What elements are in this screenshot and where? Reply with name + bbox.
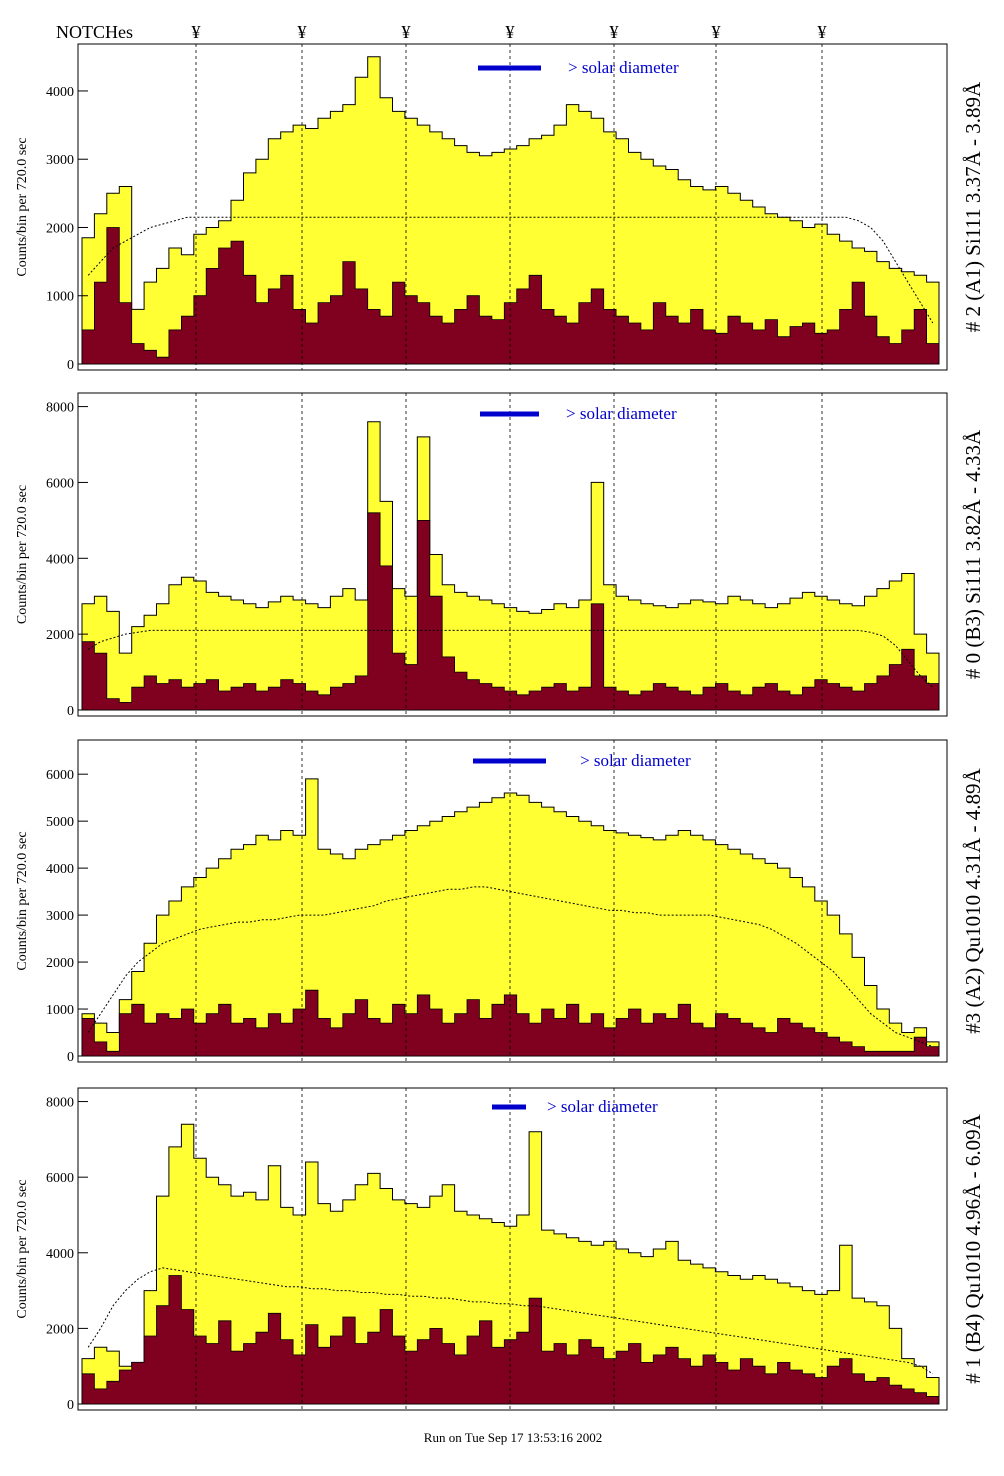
total-histogram xyxy=(81,421,940,711)
notch-symbol-7: ¥ xyxy=(818,22,827,42)
ytick-label: 8000 xyxy=(46,401,74,416)
y-axis-label: Counts/bin per 720.0 sec xyxy=(15,1179,30,1318)
y-axis-label: Counts/bin per 720.0 sec xyxy=(15,485,30,624)
ytick-label: 1000 xyxy=(46,1003,74,1018)
component-histogram xyxy=(81,1275,940,1405)
notch-symbol-3: ¥ xyxy=(402,22,411,42)
notch-symbols: ¥ ¥ ¥ ¥ ¥ ¥ ¥ xyxy=(192,22,827,42)
notch-symbol-6: ¥ xyxy=(712,22,721,42)
solar-diameter-label: > solar diameter xyxy=(568,58,679,77)
ytick-label: 2000 xyxy=(46,628,74,643)
ytick-label: 4000 xyxy=(46,1247,74,1262)
ytick-label: 6000 xyxy=(46,476,74,491)
ytick-label: 6000 xyxy=(46,1171,74,1186)
solar-diameter-label: > solar diameter xyxy=(547,1097,658,1116)
component-histogram xyxy=(81,989,940,1057)
model-curve xyxy=(87,216,934,324)
model-curve xyxy=(87,629,934,688)
ytick-label: 2000 xyxy=(46,221,74,236)
detector-label: # 2 (A1) Si111 3.37Å - 3.89Å xyxy=(961,81,985,332)
ytick-label: 2000 xyxy=(46,1322,74,1337)
total-histogram xyxy=(81,778,940,1057)
ytick-label: 3000 xyxy=(46,153,74,168)
detector-label: #3 (A2) Qu1010 4.31Å - 4.89Å xyxy=(961,767,985,1033)
panel-1: 0 1000 2000 3000 4000 Counts/bin per 720.0 se… xyxy=(15,43,985,373)
solar-diameter-label: > solar diameter xyxy=(580,751,691,770)
solar-diameter-label: > solar diameter xyxy=(566,404,677,423)
panel-3: 0 1000 2000 3000 4000 5000 6000 Counts/bin per … xyxy=(15,739,985,1065)
component-histogram xyxy=(81,227,940,365)
total-histogram xyxy=(81,1123,940,1405)
model-curve xyxy=(87,886,933,1048)
notch-symbol-1: ¥ xyxy=(192,22,201,42)
panels: 0 1000 2000 3000 4000 Counts/bin per 720.0 se… xyxy=(15,43,985,1413)
y-axis-label: Counts/bin per 720.0 sec xyxy=(15,831,30,970)
ytick-label: 1000 xyxy=(46,290,74,305)
ytick-label: 4000 xyxy=(46,862,74,877)
ytick-label: 5000 xyxy=(46,815,74,830)
panel-2: 0 2000 4000 6000 8000 Counts/bin per 720.0 se… xyxy=(15,392,985,719)
ytick-label: 2000 xyxy=(46,956,74,971)
ytick-label: 4000 xyxy=(46,85,74,100)
total-histogram xyxy=(81,56,940,365)
run-footer: Run on Tue Sep 17 13:53:16 2002 xyxy=(424,1430,602,1445)
ytick-label: 6000 xyxy=(46,768,74,783)
ytick-label: 0 xyxy=(67,358,74,373)
detector-label: # 1 (B4) Qu1010 4.96Å - 6.09Å xyxy=(961,1113,985,1383)
component-histogram xyxy=(81,512,940,711)
notch-symbol-5: ¥ xyxy=(610,22,619,42)
notches-label: NOTCHes xyxy=(56,22,133,42)
y-axis-label: Counts/bin per 720.0 sec xyxy=(15,137,30,276)
ytick-label: 0 xyxy=(67,1050,74,1065)
ytick-label: 4000 xyxy=(46,552,74,567)
panel-4: 0 2000 4000 6000 8000 Counts/bin per 720.0 se… xyxy=(15,1087,985,1413)
detector-label: # 0 (B3) Si111 3.82Å - 4.33Å xyxy=(961,429,985,679)
ytick-label: 0 xyxy=(67,1398,74,1413)
ytick-label: 0 xyxy=(67,704,74,719)
notch-symbol-4: ¥ xyxy=(506,22,515,42)
ytick-label: 8000 xyxy=(46,1096,74,1111)
ytick-label: 3000 xyxy=(46,909,74,924)
notch-symbol-2: ¥ xyxy=(298,22,307,42)
